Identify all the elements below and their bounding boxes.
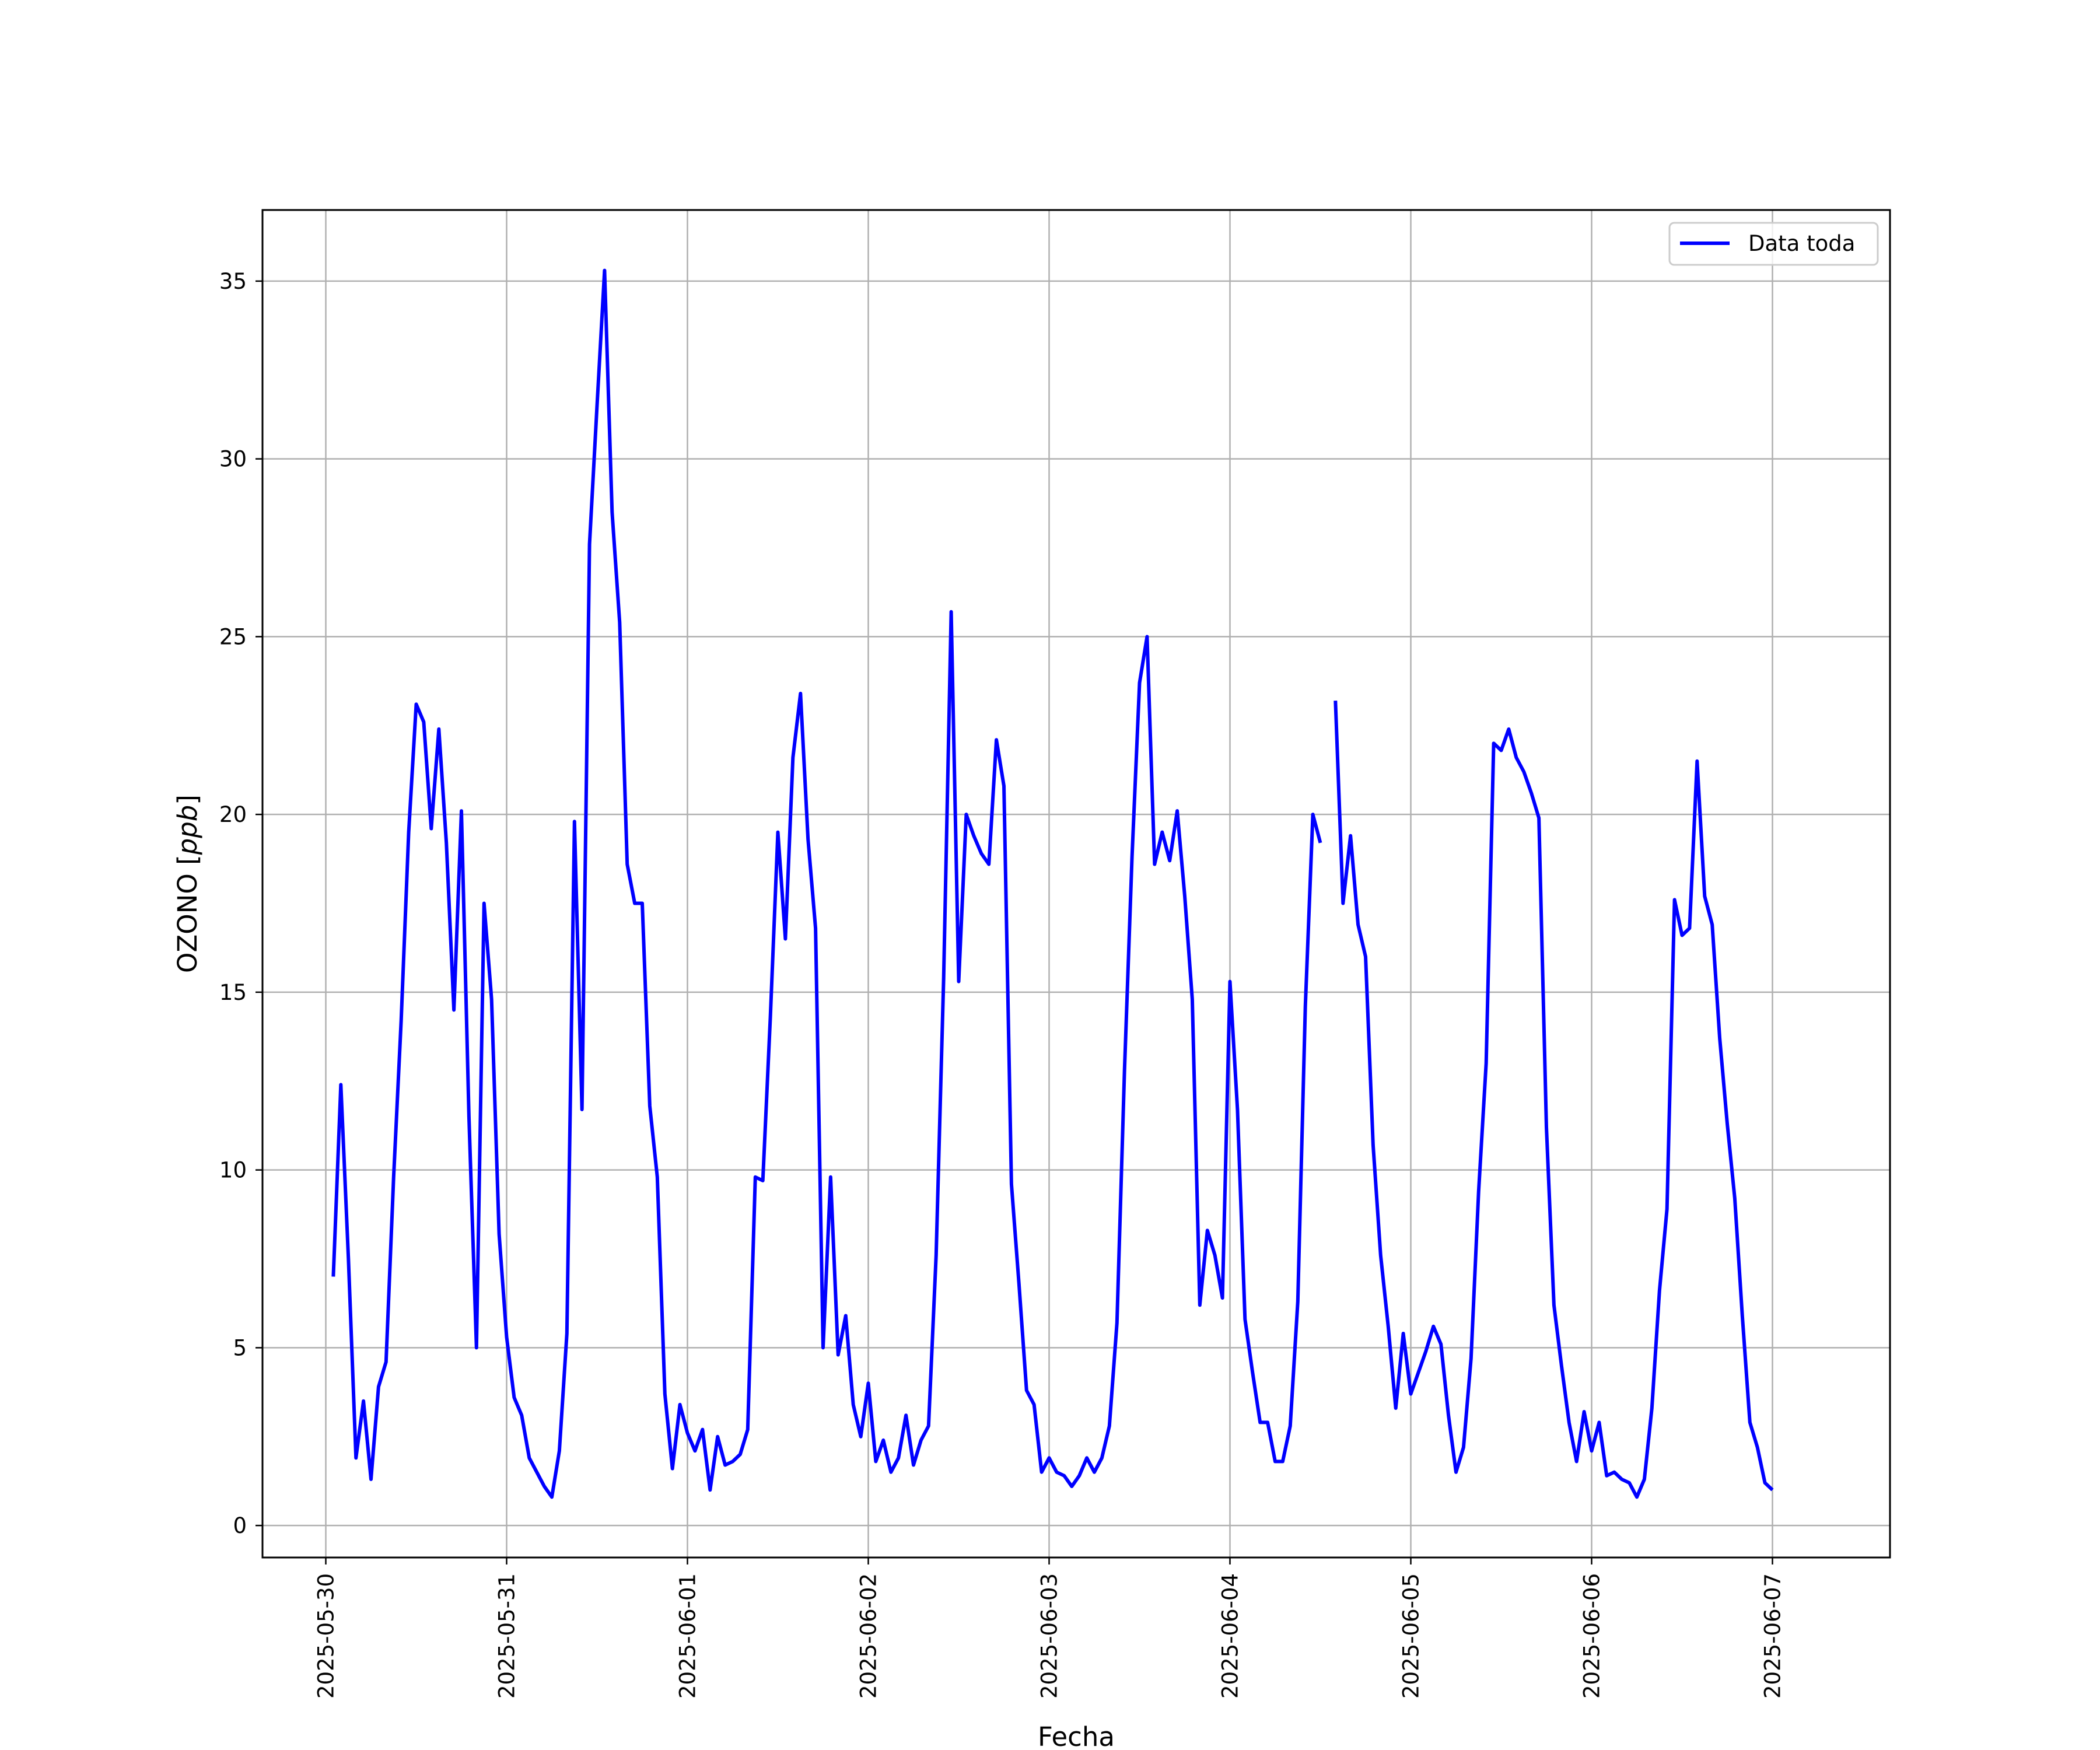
y-tick-label: 0 [233, 1513, 247, 1538]
y-tick-label: 20 [219, 802, 247, 827]
series-line-data-toda [1334, 700, 1774, 1499]
y-tick-label: 15 [219, 980, 247, 1005]
y-tick-label: 25 [219, 624, 247, 649]
y-tick-label: 35 [219, 269, 247, 294]
y-axis-label: OZONO [ppb] [172, 794, 203, 973]
x-tick-label: 2025-06-06 [1580, 1573, 1605, 1699]
y-tick-label: 5 [233, 1335, 247, 1360]
x-tick-label: 2025-06-04 [1218, 1573, 1243, 1699]
y-tick-label: 30 [219, 447, 247, 472]
x-axis-label: Fecha [1038, 1721, 1115, 1750]
legend-frame [1668, 222, 1879, 266]
x-tick-label: 2025-05-31 [495, 1573, 520, 1699]
x-tick-label: 2025-06-02 [856, 1573, 881, 1699]
legend-label-data-toda: Data toda [1748, 231, 1855, 256]
x-tick-label: 2025-06-01 [676, 1573, 701, 1699]
series-line-data-toda [331, 268, 1322, 1499]
x-tick-label: 2025-06-07 [1760, 1573, 1786, 1699]
series-lines [331, 268, 1774, 1499]
y-tick-label: 10 [219, 1158, 247, 1183]
x-tick-label: 2025-06-03 [1037, 1573, 1062, 1699]
legend: Data toda [1668, 222, 1879, 266]
x-tick-label: 2025-05-30 [314, 1573, 339, 1699]
grid-lines [262, 210, 1890, 1558]
plot-area-background [262, 210, 1890, 1558]
plot-area-frame [261, 209, 1891, 1559]
x-tick-label: 2025-06-05 [1399, 1573, 1424, 1699]
axis-ticks: 0 5 10 15 20 25 30 35 2025-05-30 2025-05-31 2025-0… [219, 269, 1786, 1699]
